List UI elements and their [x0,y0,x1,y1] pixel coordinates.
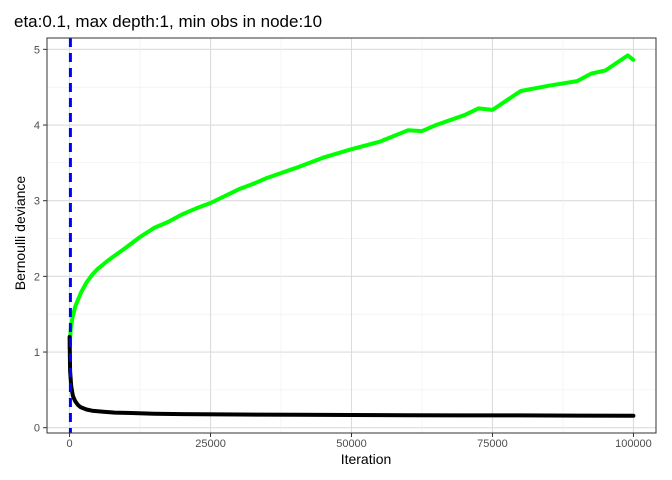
x-tick-label: 25000 [195,438,226,450]
x-tick-label: 100000 [615,438,652,450]
ticks: 0 25000 50000 75000 100000 0 1 2 3 4 5 [34,44,652,450]
y-tick-label: 4 [34,120,40,132]
y-tick-label: 3 [34,196,40,208]
x-tick-label: 75000 [477,438,508,450]
x-tick-label: 0 [66,438,72,450]
x-axis-title: Iteration [341,451,392,467]
y-tick-label: 1 [34,347,40,359]
series-line-2 [67,334,636,418]
y-tick-label: 2 [34,271,40,283]
chart-title: eta:0.1, max depth:1, min obs in node:10 [14,12,322,31]
grid [47,38,656,433]
y-tick-label: 0 [34,423,40,435]
y-tick-label: 5 [34,44,40,56]
series-line-1 [67,53,636,351]
y-axis-title: Bernoulli deviance [12,176,28,291]
series-layer [67,53,636,418]
x-tick-label: 50000 [336,438,367,450]
